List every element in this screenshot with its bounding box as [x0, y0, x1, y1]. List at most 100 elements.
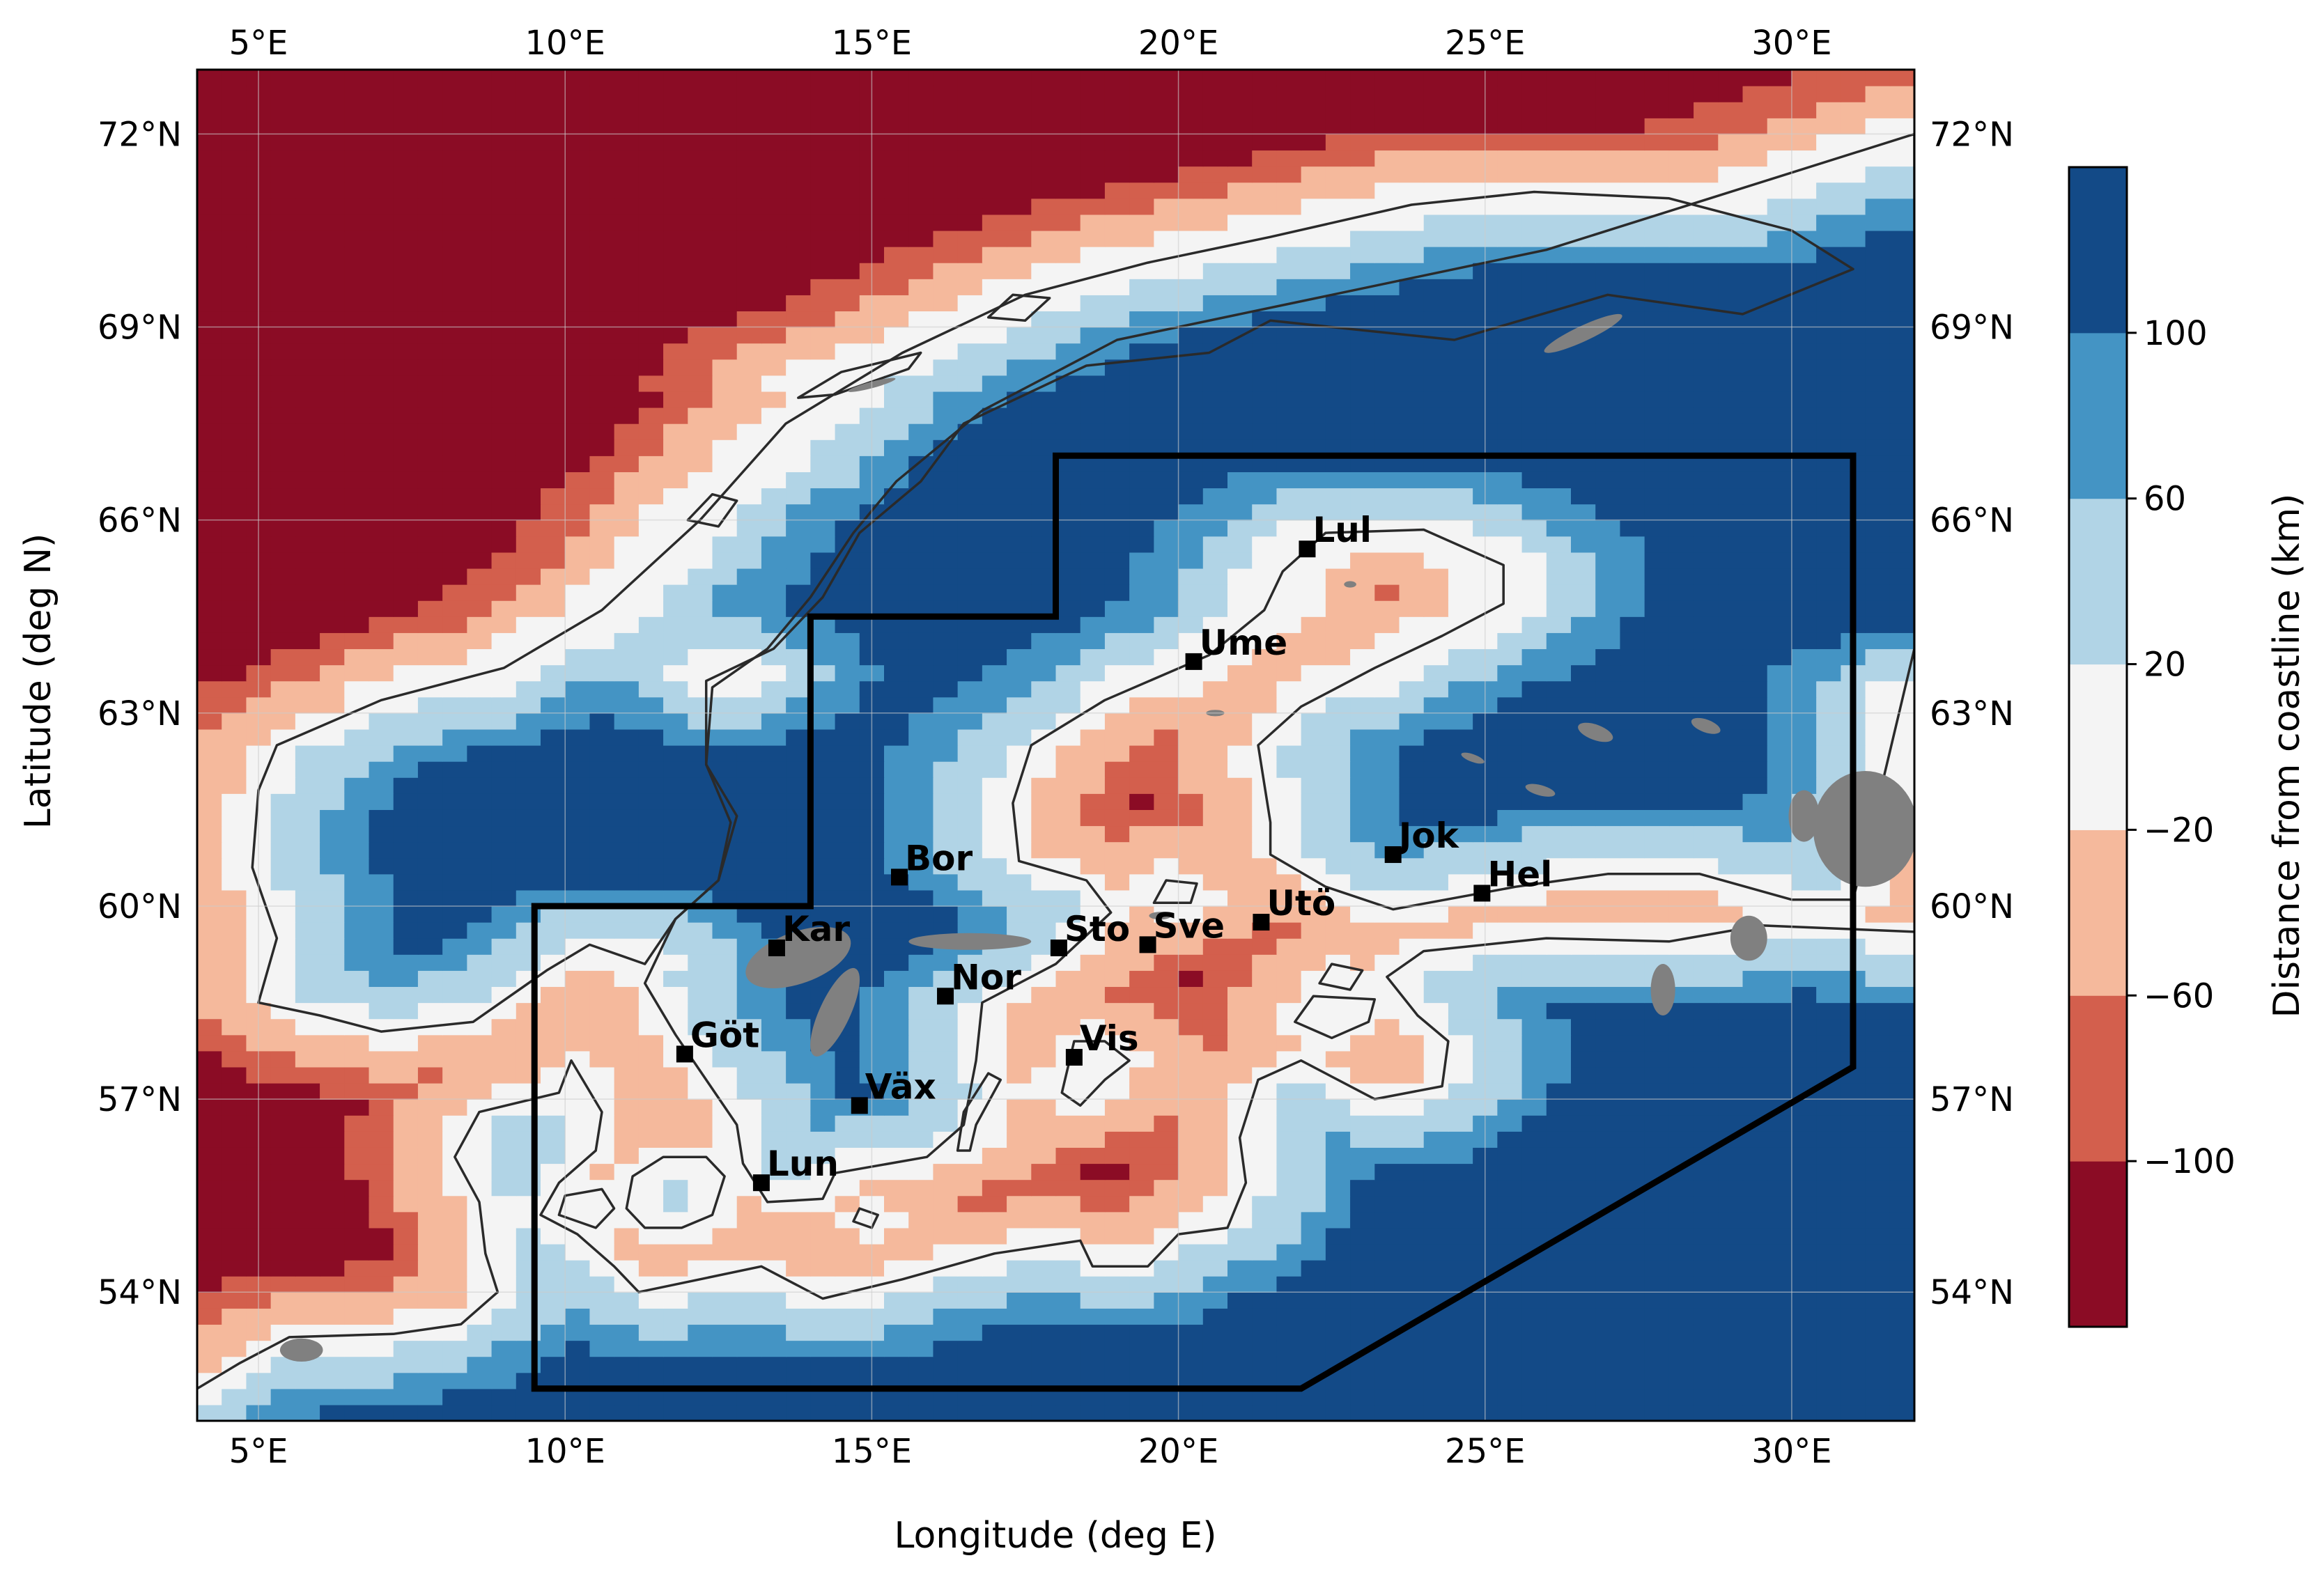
grid-cell	[541, 520, 566, 537]
grid-cell	[1497, 632, 1523, 650]
grid-cell	[1791, 1195, 1817, 1213]
grid-cell	[1865, 889, 1891, 907]
grid-cell	[1202, 568, 1228, 585]
grid-cell	[786, 536, 811, 553]
grid-cell	[369, 391, 394, 408]
grid-cell	[1104, 1308, 1130, 1325]
grid-cell	[688, 793, 713, 810]
grid-cell	[491, 632, 517, 650]
grid-cell	[1252, 311, 1278, 328]
grid-cell	[491, 520, 517, 537]
grid-cell	[736, 1356, 762, 1373]
grid-cell	[1007, 616, 1032, 633]
grid-cell	[1742, 793, 1768, 810]
grid-cell	[933, 664, 959, 682]
grid-cell	[1055, 1211, 1081, 1229]
grid-cell	[614, 327, 640, 344]
grid-cell	[197, 1195, 222, 1213]
grid-cell	[1694, 954, 1719, 971]
grid-cell	[1350, 729, 1375, 746]
grid-cell	[688, 922, 713, 939]
grid-cell	[786, 729, 811, 746]
grid-cell	[1399, 504, 1425, 521]
grid-cell	[197, 520, 222, 537]
grid-cell	[1227, 1243, 1253, 1261]
grid-cell	[516, 873, 541, 891]
grid-cell	[1007, 873, 1032, 891]
grid-cell	[467, 343, 493, 360]
grid-cell	[320, 696, 345, 714]
grid-cell	[197, 1179, 222, 1197]
grid-cell	[1350, 1243, 1375, 1261]
grid-cell	[417, 632, 443, 650]
grid-cell	[1007, 1099, 1032, 1116]
grid-cell	[295, 488, 320, 505]
grid-cell	[1252, 1050, 1278, 1068]
grid-cell	[712, 1324, 738, 1341]
grid-cell	[1595, 1243, 1621, 1261]
grid-cell	[1325, 1066, 1351, 1084]
grid-cell	[1644, 488, 1670, 505]
grid-cell	[197, 1308, 222, 1325]
grid-cell	[884, 439, 909, 456]
grid-cell	[1865, 905, 1891, 923]
grid-cell	[589, 825, 615, 843]
grid-cell	[736, 938, 762, 955]
grid-cell	[761, 745, 787, 762]
grid-cell	[1448, 455, 1473, 472]
grid-cell	[884, 1066, 909, 1084]
grid-cell	[1129, 455, 1154, 472]
grid-cell	[1718, 680, 1744, 698]
grid-cell	[320, 1356, 345, 1373]
grid-cell	[1374, 600, 1400, 617]
grid-cell	[1644, 1260, 1670, 1277]
grid-cell	[1448, 1308, 1473, 1325]
grid-cell	[1350, 504, 1375, 521]
grid-cell	[1129, 407, 1154, 424]
grid-cell	[320, 1227, 345, 1245]
grid-cell	[1791, 1115, 1817, 1132]
grid-cell	[1816, 1163, 1841, 1181]
grid-cell	[1718, 1372, 1744, 1389]
grid-cell	[663, 970, 688, 988]
grid-cell	[1694, 857, 1719, 875]
grid-cell	[1694, 664, 1719, 682]
grid-cell	[1399, 375, 1425, 392]
grid-cell	[1252, 986, 1278, 1004]
grid-cell	[957, 616, 983, 633]
grid-cell	[614, 970, 640, 988]
grid-cell	[1104, 970, 1130, 988]
grid-cell	[417, 1388, 443, 1405]
grid-cell	[222, 648, 247, 666]
grid-cell	[1374, 825, 1400, 843]
grid-cell	[1055, 857, 1081, 875]
grid-cell	[1399, 455, 1425, 472]
grid-cell	[369, 905, 394, 923]
grid-cell	[417, 1260, 443, 1277]
grid-cell	[1718, 1260, 1744, 1277]
grid-cell	[1571, 1372, 1596, 1389]
grid-cell	[1325, 1404, 1351, 1421]
grid-cell	[197, 1211, 222, 1229]
grid-cell	[1007, 472, 1032, 489]
grid-cell	[638, 680, 664, 698]
grid-cell	[442, 1179, 467, 1197]
grid-cell	[908, 1388, 934, 1405]
grid-cell	[344, 825, 370, 843]
grid-cell	[1055, 1404, 1081, 1421]
grid-cell	[1620, 568, 1645, 585]
grid-cell	[1791, 488, 1817, 505]
grid-cell	[295, 263, 320, 279]
grid-cell	[491, 423, 517, 440]
grid-cell	[393, 295, 419, 312]
grid-cell	[393, 327, 419, 344]
grid-cell	[1104, 938, 1130, 955]
grid-cell	[908, 1018, 934, 1036]
grid-cell	[589, 1276, 615, 1293]
grid-cell	[1031, 1324, 1057, 1341]
grid-cell	[1080, 1227, 1106, 1245]
grid-cell	[1546, 986, 1572, 1004]
grid-cell	[1374, 552, 1400, 569]
grid-cell	[589, 1050, 615, 1068]
grid-cell	[270, 1034, 296, 1052]
